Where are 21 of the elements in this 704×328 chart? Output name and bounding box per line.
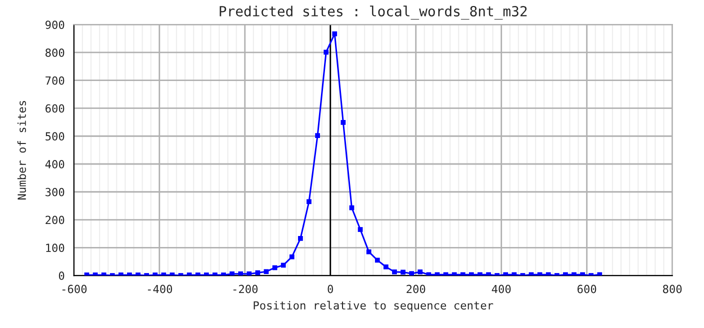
- x-tick-label: 400: [492, 284, 511, 294]
- x-tick-label: -200: [233, 284, 258, 294]
- y-tick-label: 300: [46, 188, 64, 196]
- chart-title: Predicted sites : local_words_8nt_m32: [220, 6, 527, 20]
- x-tick-label: 800: [662, 284, 682, 294]
- x-tick-label: 0: [328, 284, 333, 294]
- x-tick-label: 600: [578, 284, 596, 294]
- y-tick-label: 500: [46, 132, 64, 141]
- y-tick-label: 700: [46, 76, 64, 85]
- y-tick-label: 600: [46, 104, 64, 113]
- y-tick-label: 800: [46, 48, 64, 57]
- y-axis-title: Number of sites: [17, 100, 26, 200]
- y-tick-label: 400: [45, 160, 64, 168]
- y-tick-label: 100: [46, 244, 64, 252]
- x-tick-label: -600: [62, 284, 87, 294]
- x-tick-label: -400: [148, 284, 172, 294]
- y-tick-label: 0: [58, 272, 64, 280]
- y-tick-label: 200: [46, 216, 64, 224]
- y-tick-label: 900: [46, 20, 64, 30]
- x-tick-label: 200: [406, 284, 426, 294]
- x-axis-title: Position relative to sequence center: [254, 300, 494, 312]
